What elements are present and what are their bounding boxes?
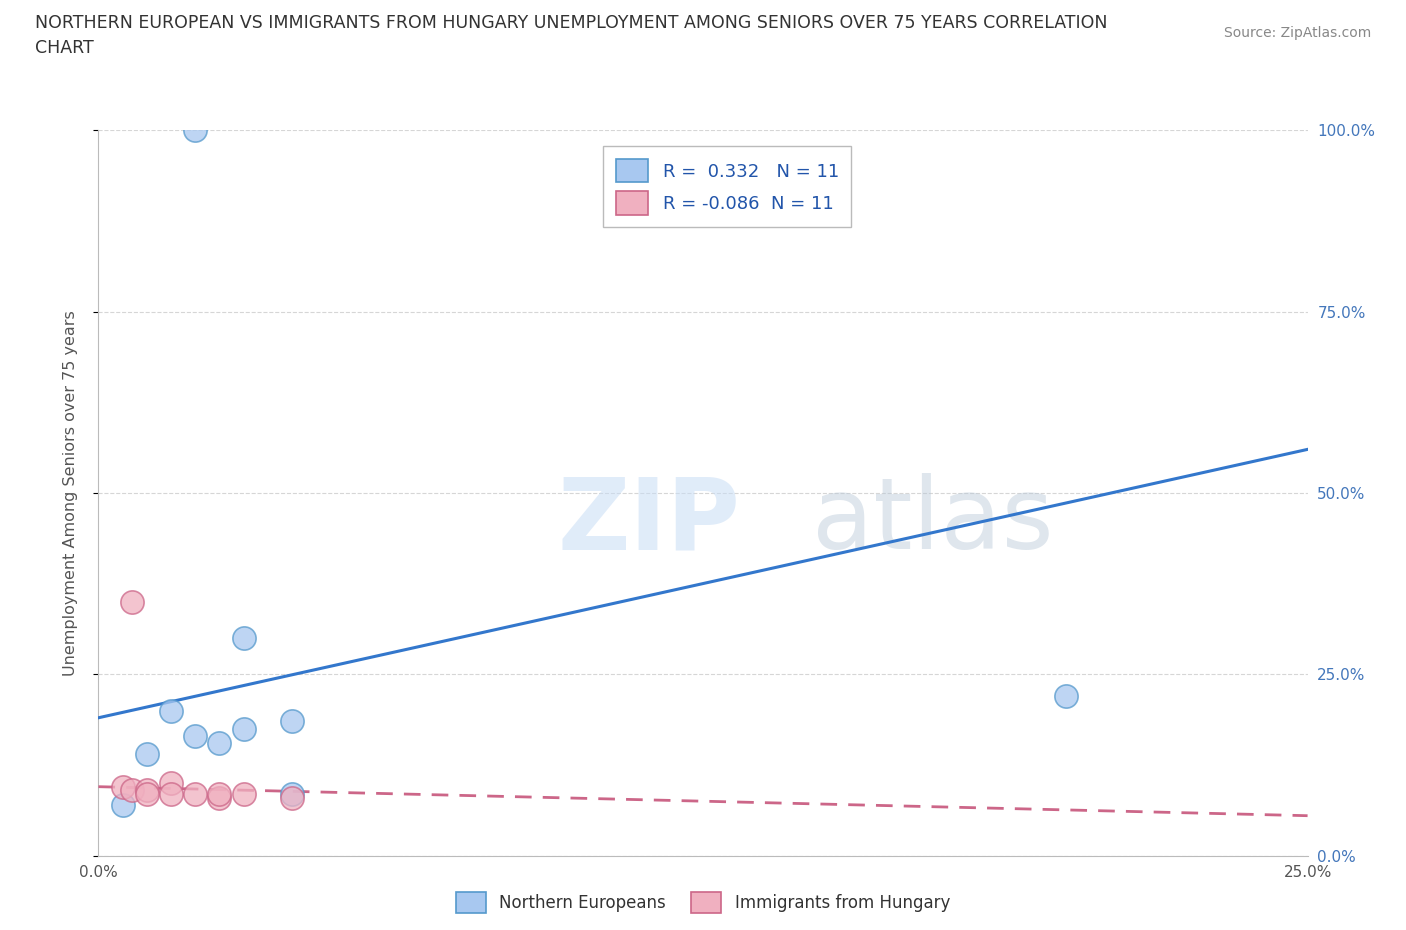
Point	[184, 123, 207, 138]
Point	[160, 787, 183, 802]
Point	[184, 787, 207, 802]
Y-axis label: Unemployment Among Seniors over 75 years: Unemployment Among Seniors over 75 years	[63, 310, 77, 676]
Point	[135, 747, 157, 762]
Point	[281, 714, 304, 729]
Point	[208, 736, 231, 751]
Point	[184, 728, 207, 743]
Point	[281, 790, 304, 805]
Legend: Northern Europeans, Immigrants from Hungary: Northern Europeans, Immigrants from Hung…	[450, 885, 956, 920]
Point	[232, 722, 254, 737]
Point	[121, 594, 143, 609]
Text: ZIP: ZIP	[558, 473, 741, 570]
Point	[135, 787, 157, 802]
Point	[232, 787, 254, 802]
Text: Source: ZipAtlas.com: Source: ZipAtlas.com	[1223, 26, 1371, 40]
Point	[232, 631, 254, 645]
Text: NORTHERN EUROPEAN VS IMMIGRANTS FROM HUNGARY UNEMPLOYMENT AMONG SENIORS OVER 75 : NORTHERN EUROPEAN VS IMMIGRANTS FROM HUN…	[35, 14, 1108, 32]
Point	[111, 779, 134, 794]
Point	[121, 783, 143, 798]
Point	[1054, 688, 1077, 703]
Point	[111, 797, 134, 812]
Point	[208, 790, 231, 805]
Text: CHART: CHART	[35, 39, 94, 57]
Point	[160, 776, 183, 790]
Text: atlas: atlas	[811, 473, 1053, 570]
Point	[208, 787, 231, 802]
Point	[281, 787, 304, 802]
Point	[135, 783, 157, 798]
Point	[160, 703, 183, 718]
